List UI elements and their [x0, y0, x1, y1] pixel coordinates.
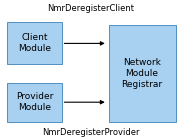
Text: Network
Module
Registrar: Network Module Registrar [121, 58, 163, 89]
Text: Client
Module: Client Module [18, 33, 51, 53]
FancyBboxPatch shape [7, 83, 62, 122]
FancyBboxPatch shape [109, 25, 176, 122]
Text: NmrDeregisterProvider: NmrDeregisterProvider [42, 128, 139, 137]
Text: NmrDeregisterClient: NmrDeregisterClient [47, 4, 134, 13]
FancyBboxPatch shape [7, 22, 62, 64]
Text: Provider
Module: Provider Module [16, 92, 53, 112]
